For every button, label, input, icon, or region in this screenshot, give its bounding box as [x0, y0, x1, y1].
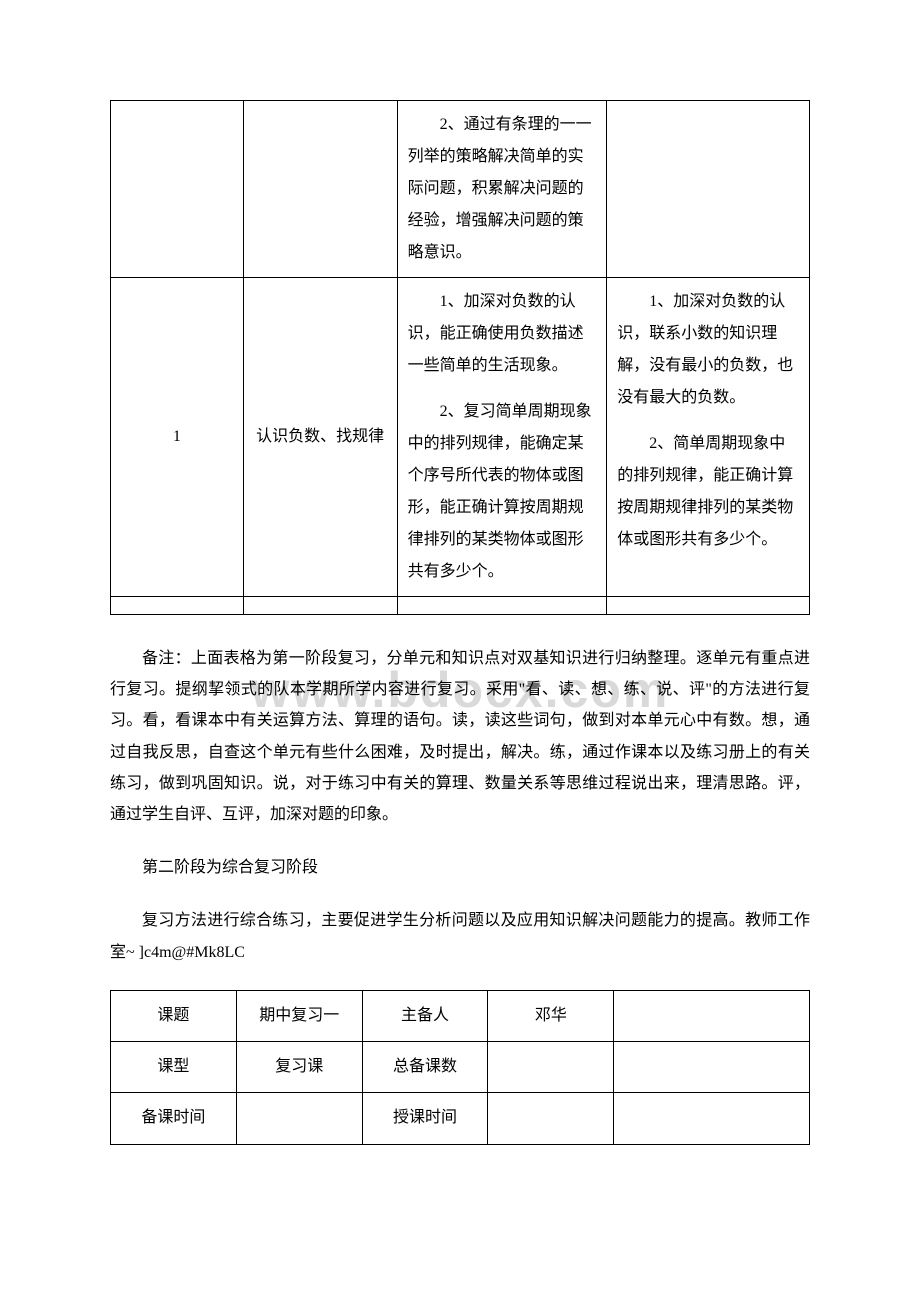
cell-label-type: 课型 [111, 1042, 237, 1093]
page-content: 2、通过有条理的一一列举的策略解决简单的实际问题，积累解决问题的经验，增强解决问… [110, 100, 810, 1145]
cell-para: 2、通过有条理的一一列举的策略解决简单的实际问题，积累解决问题的经验，增强解决问… [408, 109, 597, 269]
cell-value-preptime [236, 1093, 362, 1144]
cell-para: 2、简单周期现象中的排列规律，能正确计算按周期规律排列的某类物体或图形共有多少个… [617, 428, 799, 556]
stage2-heading: 第二阶段为综合复习阶段 [110, 852, 810, 883]
cell-topic: 认识负数、找规律 [243, 278, 397, 597]
cell-blank [614, 1042, 810, 1093]
cell-label-preptime: 备课时间 [111, 1093, 237, 1144]
table-row: 备课时间 授课时间 [111, 1093, 810, 1144]
cell-value-topic: 期中复习一 [236, 990, 362, 1041]
cell-value-total [488, 1042, 614, 1093]
cell-keys [607, 597, 810, 615]
cell-para: 2、复习简单周期现象中的排列规律，能确定某个序号所代表的物体或图形，能正确计算按… [408, 396, 597, 588]
table-row: 1 认识负数、找规律 1、加深对负数的认识，能正确使用负数描述一些简单的生活现象… [111, 278, 810, 597]
cell-goals: 1、加深对负数的认识，能正确使用负数描述一些简单的生活现象。 2、复习简单周期现… [397, 278, 607, 597]
cell-keys [607, 101, 810, 278]
lesson-info-table: 课题 期中复习一 主备人 邓华 课型 复习课 总备课数 备课时间 授课时间 [110, 990, 810, 1145]
cell-topic [243, 101, 397, 278]
cell-label-teachtime: 授课时间 [362, 1093, 488, 1144]
stage2-desc: 复习方法进行综合练习，主要促进学生分析问题以及应用知识解决问题能力的提高。教师工… [110, 905, 810, 967]
cell-goals [397, 597, 607, 615]
cell-label-total: 总备课数 [362, 1042, 488, 1093]
cell-seq: 1 [111, 278, 244, 597]
cell-seq [111, 597, 244, 615]
cell-value-author: 邓华 [488, 990, 614, 1041]
cell-label-topic: 课题 [111, 990, 237, 1041]
table-row: 课型 复习课 总备课数 [111, 1042, 810, 1093]
table-row: 课题 期中复习一 主备人 邓华 [111, 990, 810, 1041]
cell-seq [111, 101, 244, 278]
cell-para: 1、加深对负数的认识，能正确使用负数描述一些简单的生活现象。 [408, 286, 597, 382]
table-row: 2、通过有条理的一一列举的策略解决简单的实际问题，积累解决问题的经验，增强解决问… [111, 101, 810, 278]
cell-blank [614, 1093, 810, 1144]
review-stage1-table: 2、通过有条理的一一列举的策略解决简单的实际问题，积累解决问题的经验，增强解决问… [110, 100, 810, 615]
table-row [111, 597, 810, 615]
cell-keys: 1、加深对负数的认识，联系小数的知识理解，没有最小的负数，也没有最大的负数。 2… [607, 278, 810, 597]
cell-goals: 2、通过有条理的一一列举的策略解决简单的实际问题，积累解决问题的经验，增强解决问… [397, 101, 607, 278]
remark-paragraph: 备注：上面表格为第一阶段复习，分单元和知识点对双基知识进行归纳整理。逐单元有重点… [110, 643, 810, 830]
cell-para: 1、加深对负数的认识，联系小数的知识理解，没有最小的负数，也没有最大的负数。 [617, 286, 799, 414]
cell-blank [614, 990, 810, 1041]
cell-topic [243, 597, 397, 615]
cell-label-author: 主备人 [362, 990, 488, 1041]
cell-value-type: 复习课 [236, 1042, 362, 1093]
cell-value-teachtime [488, 1093, 614, 1144]
